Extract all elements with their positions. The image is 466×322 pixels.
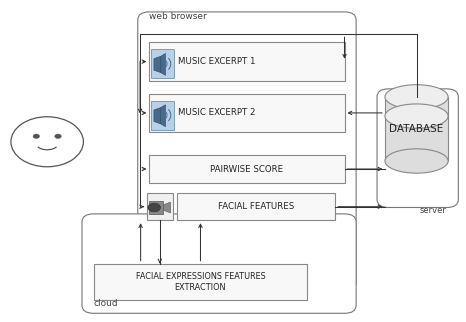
Ellipse shape (385, 149, 448, 173)
Ellipse shape (385, 104, 448, 128)
Bar (385, 97, 448, 161)
Bar (150, 155, 344, 184)
Polygon shape (154, 108, 161, 124)
Polygon shape (164, 202, 171, 213)
Circle shape (55, 134, 62, 138)
Circle shape (148, 203, 160, 212)
Text: server: server (420, 206, 447, 215)
Polygon shape (154, 56, 161, 72)
FancyBboxPatch shape (138, 12, 356, 291)
Circle shape (33, 134, 40, 138)
Text: MUSIC EXCERPT 2: MUSIC EXCERPT 2 (178, 109, 256, 118)
Text: web browser: web browser (150, 12, 207, 21)
Polygon shape (161, 53, 165, 75)
Bar (150, 94, 344, 132)
Bar (147, 193, 172, 220)
Text: cloud: cloud (94, 299, 118, 308)
Bar (151, 101, 173, 129)
Polygon shape (161, 105, 165, 127)
Text: DATABASE: DATABASE (390, 124, 444, 134)
Text: FACIAL FEATURES: FACIAL FEATURES (218, 202, 295, 211)
Bar (177, 193, 335, 220)
Bar (151, 50, 173, 78)
Bar (94, 264, 308, 300)
Text: FACIAL EXPRESSIONS FEATURES
EXTRACTION: FACIAL EXPRESSIONS FEATURES EXTRACTION (136, 272, 265, 292)
Bar (150, 43, 344, 81)
Bar (149, 201, 164, 214)
Ellipse shape (385, 85, 448, 109)
FancyBboxPatch shape (82, 214, 356, 313)
FancyBboxPatch shape (377, 89, 459, 207)
Text: PAIRWISE SCORE: PAIRWISE SCORE (210, 165, 283, 174)
Circle shape (11, 117, 83, 167)
Text: MUSIC EXCERPT 1: MUSIC EXCERPT 1 (178, 57, 256, 66)
